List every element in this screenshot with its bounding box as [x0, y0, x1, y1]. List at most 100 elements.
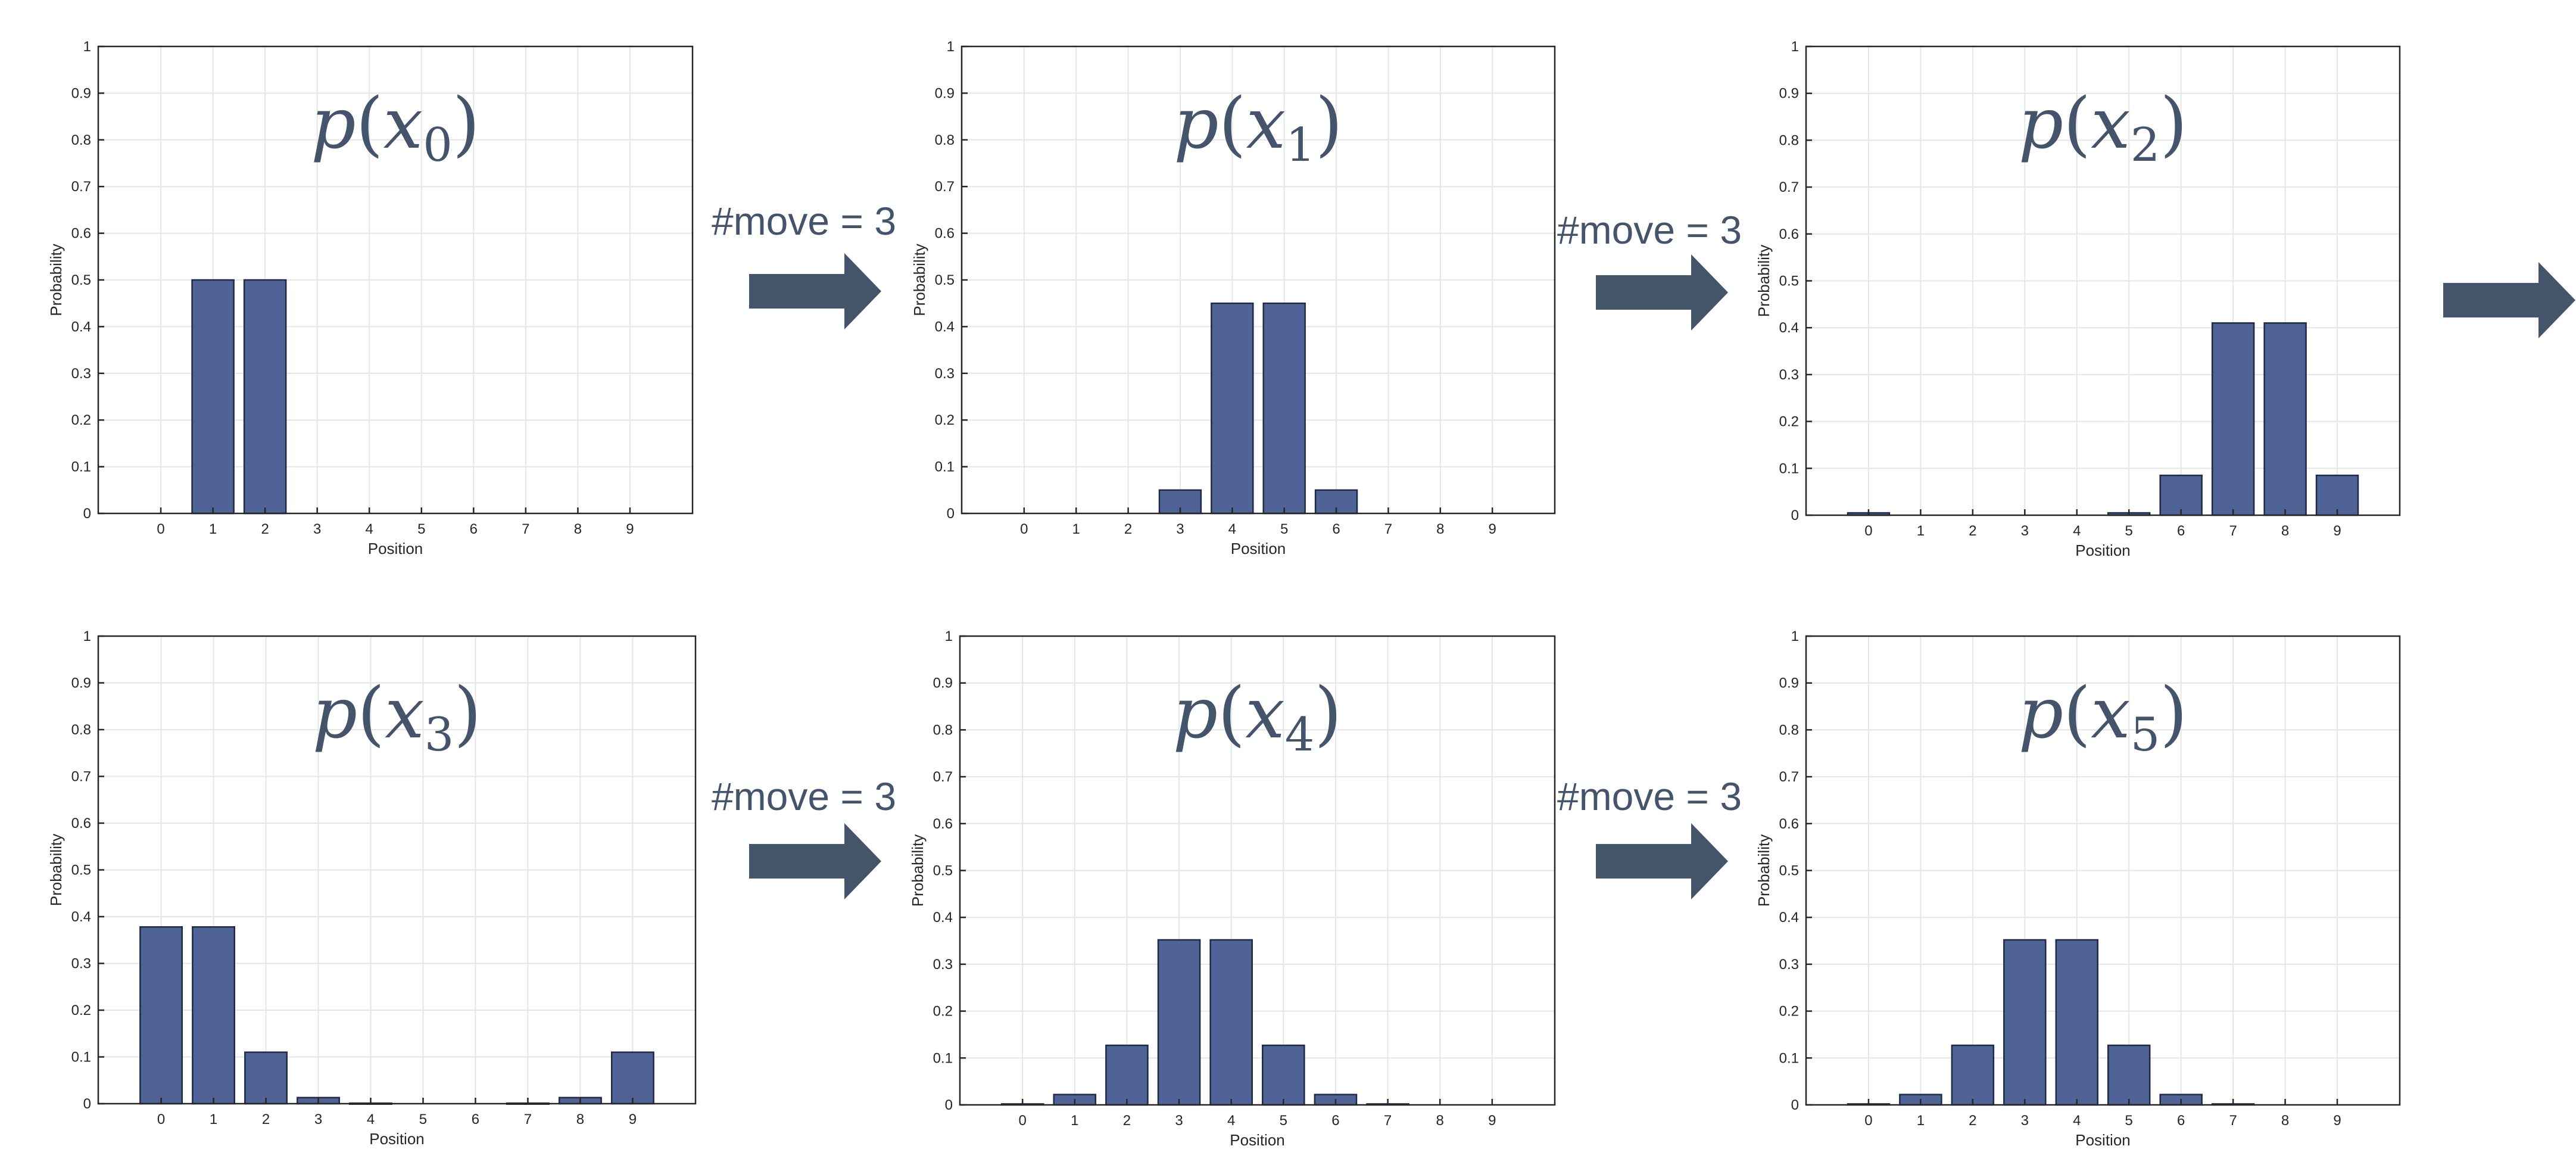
- chart-p-x5: 0 0.1 0.2 0.3 0.4 0.5 0.6 0.7 0.8 0.9 1 0 1 2 3 4 5 6 7 8 9 P…: [1755, 628, 2401, 1149]
- y-tick-label: 0.1: [71, 1049, 91, 1066]
- y-tick-label: 0.6: [935, 226, 955, 242]
- x-tick-label: 5: [1280, 521, 1288, 537]
- y-tick-label: 1: [947, 39, 955, 55]
- y-tick-label: 0.8: [1779, 722, 1799, 738]
- y-tick-label: 1: [1791, 39, 1799, 55]
- right-arrow-icon: [1596, 823, 1728, 899]
- chart-p-x0: 0 0.1 0.2 0.3 0.4 0.5 0.6 0.7 0.8 0.9 1 0 1 2 3 4 5 6 7 8 9 P…: [47, 39, 694, 557]
- y-tick-label: 0.2: [71, 412, 91, 428]
- x-tick-label: 9: [2333, 1113, 2341, 1129]
- y-tick-label: 0.3: [933, 957, 953, 973]
- y-tick-label: 0.3: [1779, 367, 1799, 383]
- chart-p-x1: 0 0.1 0.2 0.3 0.4 0.5 0.6 0.7 0.8 0.9 1 0 1 2 3 4 5 6 7 8 9 P…: [910, 39, 1556, 557]
- chart-p-x2: 0 0.1 0.2 0.3 0.4 0.5 0.6 0.7 0.8 0.9 1 0 1 2 3 4 5 6 7 8 9 P…: [1755, 39, 2401, 559]
- x-tick-label: 5: [2125, 1113, 2133, 1129]
- y-tick-label: 0: [83, 506, 91, 522]
- y-tick-label: 0.6: [71, 226, 91, 242]
- x-tick-label: 8: [1436, 521, 1444, 537]
- x-tick-label: 2: [261, 521, 269, 537]
- x-tick-label: 6: [1331, 1113, 1339, 1129]
- x-tick-label: 4: [1228, 521, 1236, 537]
- x-tick-label: 3: [313, 521, 321, 537]
- y-tick-label: 0.2: [935, 412, 955, 428]
- chart-p-x3: 0 0.1 0.2 0.3 0.4 0.5 0.6 0.7 0.8 0.9 1 0 1 2 3 4 5 6 7 8 9 P…: [47, 628, 697, 1148]
- bar-5: [1262, 1044, 1305, 1106]
- x-tick-label: 3: [314, 1111, 322, 1127]
- x-tick-label: 9: [1488, 521, 1496, 537]
- x-tick-label: 2: [262, 1111, 270, 1127]
- move-label: #move = 3: [712, 199, 897, 243]
- x-tick-label: 7: [1384, 521, 1392, 537]
- y-tick-label: 0.4: [1779, 910, 1799, 926]
- y-tick-label: 0.5: [935, 272, 955, 288]
- bar-6: [2159, 474, 2203, 516]
- bar-1: [192, 926, 236, 1105]
- x-tick-label: 8: [1436, 1113, 1444, 1129]
- x-axis-label: Position: [368, 540, 423, 557]
- y-tick-label: 0.3: [1779, 957, 1799, 973]
- x-tick-label: 6: [2177, 1113, 2185, 1129]
- y-axis-label: Probability: [1755, 245, 1773, 317]
- y-tick-label: 0.6: [1779, 816, 1799, 832]
- x-tick-label: 2: [1969, 523, 1976, 539]
- bar-2: [243, 279, 287, 515]
- x-tick-label: 6: [472, 1111, 479, 1127]
- y-axis-label: Probability: [910, 244, 928, 316]
- y-tick-label: 0.9: [71, 675, 91, 692]
- y-tick-label: 1: [1791, 628, 1799, 644]
- x-tick-label: 0: [1864, 1113, 1872, 1129]
- bar-0: [139, 926, 183, 1105]
- x-tick-label: 7: [2229, 523, 2237, 539]
- x-tick-label: 5: [419, 1111, 427, 1127]
- x-tick-label: 7: [2229, 1113, 2237, 1129]
- x-tick-label: 0: [157, 1111, 165, 1127]
- y-tick-label: 0.1: [1779, 1050, 1799, 1066]
- x-tick-label: 3: [1175, 1113, 1183, 1129]
- x-tick-label: 0: [1864, 523, 1872, 539]
- y-tick-label: 1: [83, 39, 91, 55]
- transition-arrow-0-1: #move = 3: [712, 197, 902, 334]
- x-tick-label: 0: [1018, 1113, 1026, 1129]
- y-tick-label: 0.1: [71, 459, 91, 475]
- bar-6: [1314, 489, 1358, 515]
- y-axis-label: Probability: [47, 834, 65, 906]
- x-tick-label: 4: [1227, 1113, 1235, 1129]
- x-tick-label: 1: [210, 1111, 217, 1127]
- y-tick-label: 0.8: [933, 722, 953, 738]
- y-tick-label: 0.8: [935, 132, 955, 148]
- x-tick-label: 3: [2021, 1113, 2029, 1129]
- y-tick-label: 0.7: [933, 769, 953, 785]
- x-tick-label: 1: [1071, 1113, 1078, 1129]
- y-axis-label: Probability: [909, 834, 927, 907]
- y-tick-label: 0.2: [71, 1002, 91, 1019]
- y-tick-label: 1: [83, 628, 91, 644]
- y-tick-label: 0.7: [1779, 179, 1799, 195]
- y-tick-label: 0.8: [1779, 132, 1799, 148]
- y-tick-label: 0.2: [1779, 414, 1799, 430]
- bar-2: [1951, 1044, 1995, 1106]
- x-tick-label: 6: [1332, 521, 1340, 537]
- x-tick-label: 4: [366, 521, 373, 537]
- y-tick-label: 0.1: [933, 1050, 953, 1066]
- y-axis-label: Probability: [47, 244, 65, 316]
- x-tick-label: 2: [1969, 1113, 1976, 1129]
- x-axis-label: Position: [2075, 1131, 2131, 1149]
- y-tick-label: 0.4: [933, 910, 953, 926]
- x-tick-label: 7: [522, 521, 529, 537]
- y-tick-label: 0.9: [71, 85, 91, 101]
- x-tick-label: 6: [470, 521, 478, 537]
- bar-2: [244, 1051, 288, 1105]
- x-tick-label: 7: [524, 1111, 532, 1127]
- x-tick-label: 6: [2177, 523, 2185, 539]
- y-tick-label: 0.2: [933, 1004, 953, 1020]
- y-tick-label: 0.4: [935, 319, 955, 335]
- x-tick-label: 0: [157, 521, 164, 537]
- y-tick-label: 0.8: [71, 722, 91, 738]
- y-tick-label: 0.8: [71, 132, 91, 148]
- bar-4: [1211, 302, 1254, 515]
- y-tick-label: 0.5: [1779, 863, 1799, 879]
- x-axis-label: Position: [2075, 541, 2131, 559]
- x-tick-label: 3: [2021, 523, 2029, 539]
- y-tick-label: 0.5: [1779, 273, 1799, 289]
- y-tick-label: 0: [945, 1097, 953, 1113]
